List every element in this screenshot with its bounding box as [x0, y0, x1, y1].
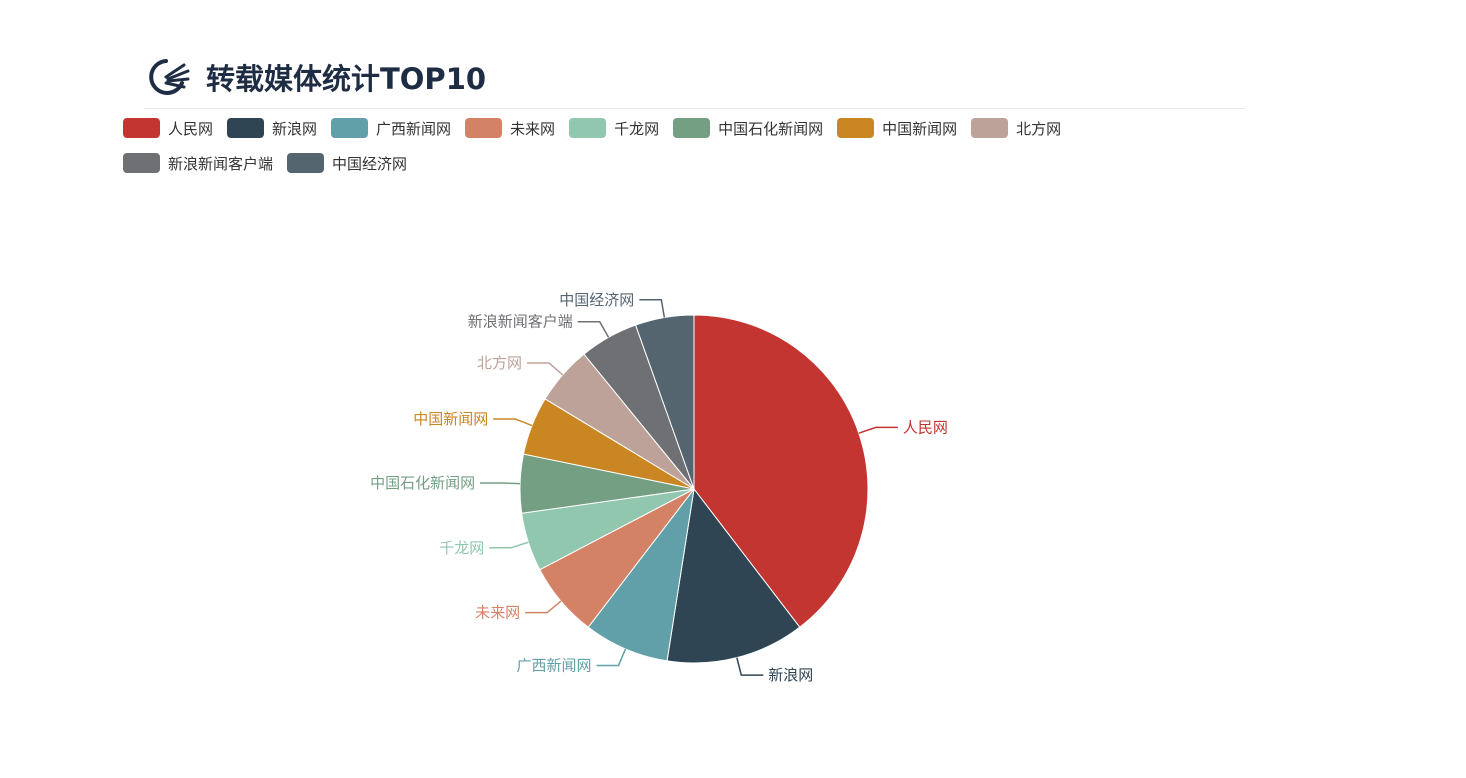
legend-row: 新浪新闻客户端 中国经济网 — [123, 151, 1243, 175]
label-leader-line — [577, 320, 610, 338]
legend-swatch — [465, 118, 503, 138]
slice-label: 中国石化新闻网 — [370, 474, 475, 492]
label-leader-line — [639, 299, 666, 318]
chart-title: 转载媒体统计TOP10 — [206, 62, 487, 96]
label-leader-line — [493, 418, 533, 427]
legend-item[interactable]: 新浪网 — [227, 118, 317, 139]
legend-swatch — [837, 118, 875, 138]
legend-swatch — [123, 153, 160, 173]
chart-header: 转载媒体统计TOP10 — [144, 56, 486, 98]
legend-swatch — [673, 118, 711, 138]
legend-label: 千龙网 — [614, 119, 660, 138]
legend-swatch — [123, 118, 160, 138]
legend-item[interactable]: 北方网 — [971, 118, 1061, 139]
slice-label: 新浪新闻客户端 — [468, 313, 573, 331]
legend-swatch — [227, 118, 265, 138]
legend-label: 中国新闻网 — [882, 119, 958, 138]
label-leader-line — [736, 657, 764, 676]
label-leader-line — [596, 648, 627, 667]
legend-label: 新浪网 — [272, 119, 318, 138]
legend-item[interactable]: 千龙网 — [569, 118, 659, 139]
label-leader-line — [525, 600, 562, 614]
legend-label: 中国石化新闻网 — [718, 119, 824, 138]
slice-label: 中国经济网 — [559, 291, 634, 309]
pie-slice[interactable] — [666, 487, 801, 664]
slice-label: 人民网 — [903, 418, 948, 436]
legend-item[interactable]: 未来网 — [465, 118, 555, 139]
legend-swatch — [287, 153, 325, 173]
legend-row: 人民网 新浪网 广西新闻网 未来网 千龙网 中国石化新闻网 中国新闻网 北方网 — [123, 116, 1243, 140]
chart-legend: 人民网 新浪网 广西新闻网 未来网 千龙网 中国石化新闻网 中国新闻网 北方网 新浪新闻客户端… — [123, 116, 1243, 186]
legend-label: 北方网 — [1016, 119, 1062, 138]
label-leader-line — [480, 482, 521, 485]
legend-label: 中国经济网 — [332, 154, 408, 173]
slice-label: 中国新闻网 — [413, 410, 488, 428]
title-divider — [144, 108, 1245, 109]
legend-item[interactable]: 新浪新闻客户端 — [123, 153, 273, 174]
legend-item[interactable]: 中国新闻网 — [837, 118, 957, 139]
legend-item[interactable]: 中国经济网 — [287, 153, 407, 174]
slice-label: 广西新闻网 — [516, 657, 591, 675]
pie-chart-icon — [149, 59, 190, 95]
legend-swatch — [569, 118, 607, 138]
label-leader-line — [858, 426, 898, 434]
legend-label: 人民网 — [168, 119, 214, 138]
label-leader-line — [489, 541, 529, 549]
slice-label: 北方网 — [477, 354, 522, 372]
legend-label: 广西新闻网 — [376, 119, 452, 138]
legend-item[interactable]: 中国石化新闻网 — [673, 118, 823, 139]
label-leader-line — [527, 362, 564, 376]
legend-item[interactable]: 广西新闻网 — [331, 118, 451, 139]
slice-label: 千龙网 — [439, 539, 484, 557]
slice-label: 新浪网 — [768, 666, 813, 684]
legend-item[interactable]: 人民网 — [123, 118, 213, 139]
slice-label: 未来网 — [475, 604, 520, 622]
legend-label: 未来网 — [510, 119, 556, 138]
legend-swatch — [971, 118, 1009, 138]
pie-slice[interactable] — [693, 314, 869, 628]
legend-swatch — [331, 118, 369, 138]
legend-label: 新浪新闻客户端 — [168, 154, 274, 173]
